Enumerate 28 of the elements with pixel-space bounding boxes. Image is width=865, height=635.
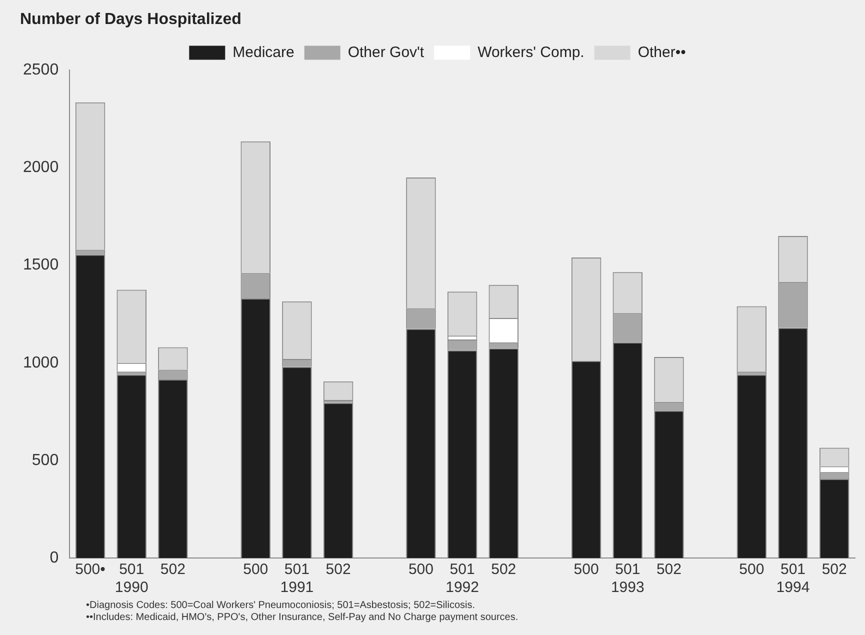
y-tick-label: 500 — [32, 452, 59, 469]
text: ••Includes: Medicaid, HMO's, PPO's, Other Insurance, Self-Pay and No Charge payment sources. — [86, 612, 520, 624]
x-tick-label: 501 1993 — [610, 561, 644, 596]
x-tick-label: 500 — [408, 561, 434, 578]
x-tick-label: 500 — [574, 561, 599, 578]
x-tick-label: 502 — [656, 561, 682, 578]
x-tick-label: 501 1992 — [446, 561, 479, 596]
y-tick-label: 2000 — [23, 159, 59, 176]
legend-label: Other•• — [638, 44, 686, 61]
x-tick-label: 502 — [326, 561, 351, 578]
text: •Diagnosis Codes: 500=Coal Workers' Pneumoconiosis; 501=Asbestosis; 502=Silicosis. — [86, 600, 476, 612]
legend-label: Medicare — [232, 44, 294, 61]
x-tick-label: 502 — [160, 561, 186, 578]
x-tick-label: 500• — [75, 561, 106, 578]
x-tick-label: 500 — [739, 561, 764, 578]
x-tick-label: 501 1991 — [280, 561, 314, 596]
x-tick-label: 502 — [491, 561, 516, 578]
x-tick-label: 500 — [243, 561, 268, 578]
legend-label: Other Gov't — [348, 44, 425, 61]
x-tick-label: 501 1990 — [114, 561, 148, 596]
x-tick-label: 501 1994 — [776, 561, 810, 596]
chart-title: Number of Days Hospitalized — [20, 11, 242, 28]
y-tick-label: 1000 — [23, 354, 59, 372]
y-tick-label: 0 — [50, 549, 59, 566]
legend-label: Workers' Comp. — [478, 44, 584, 61]
y-tick-label: 1500 — [23, 256, 59, 274]
y-tick-label: 2500 — [23, 62, 59, 79]
x-tick-label: 502 — [822, 561, 847, 578]
